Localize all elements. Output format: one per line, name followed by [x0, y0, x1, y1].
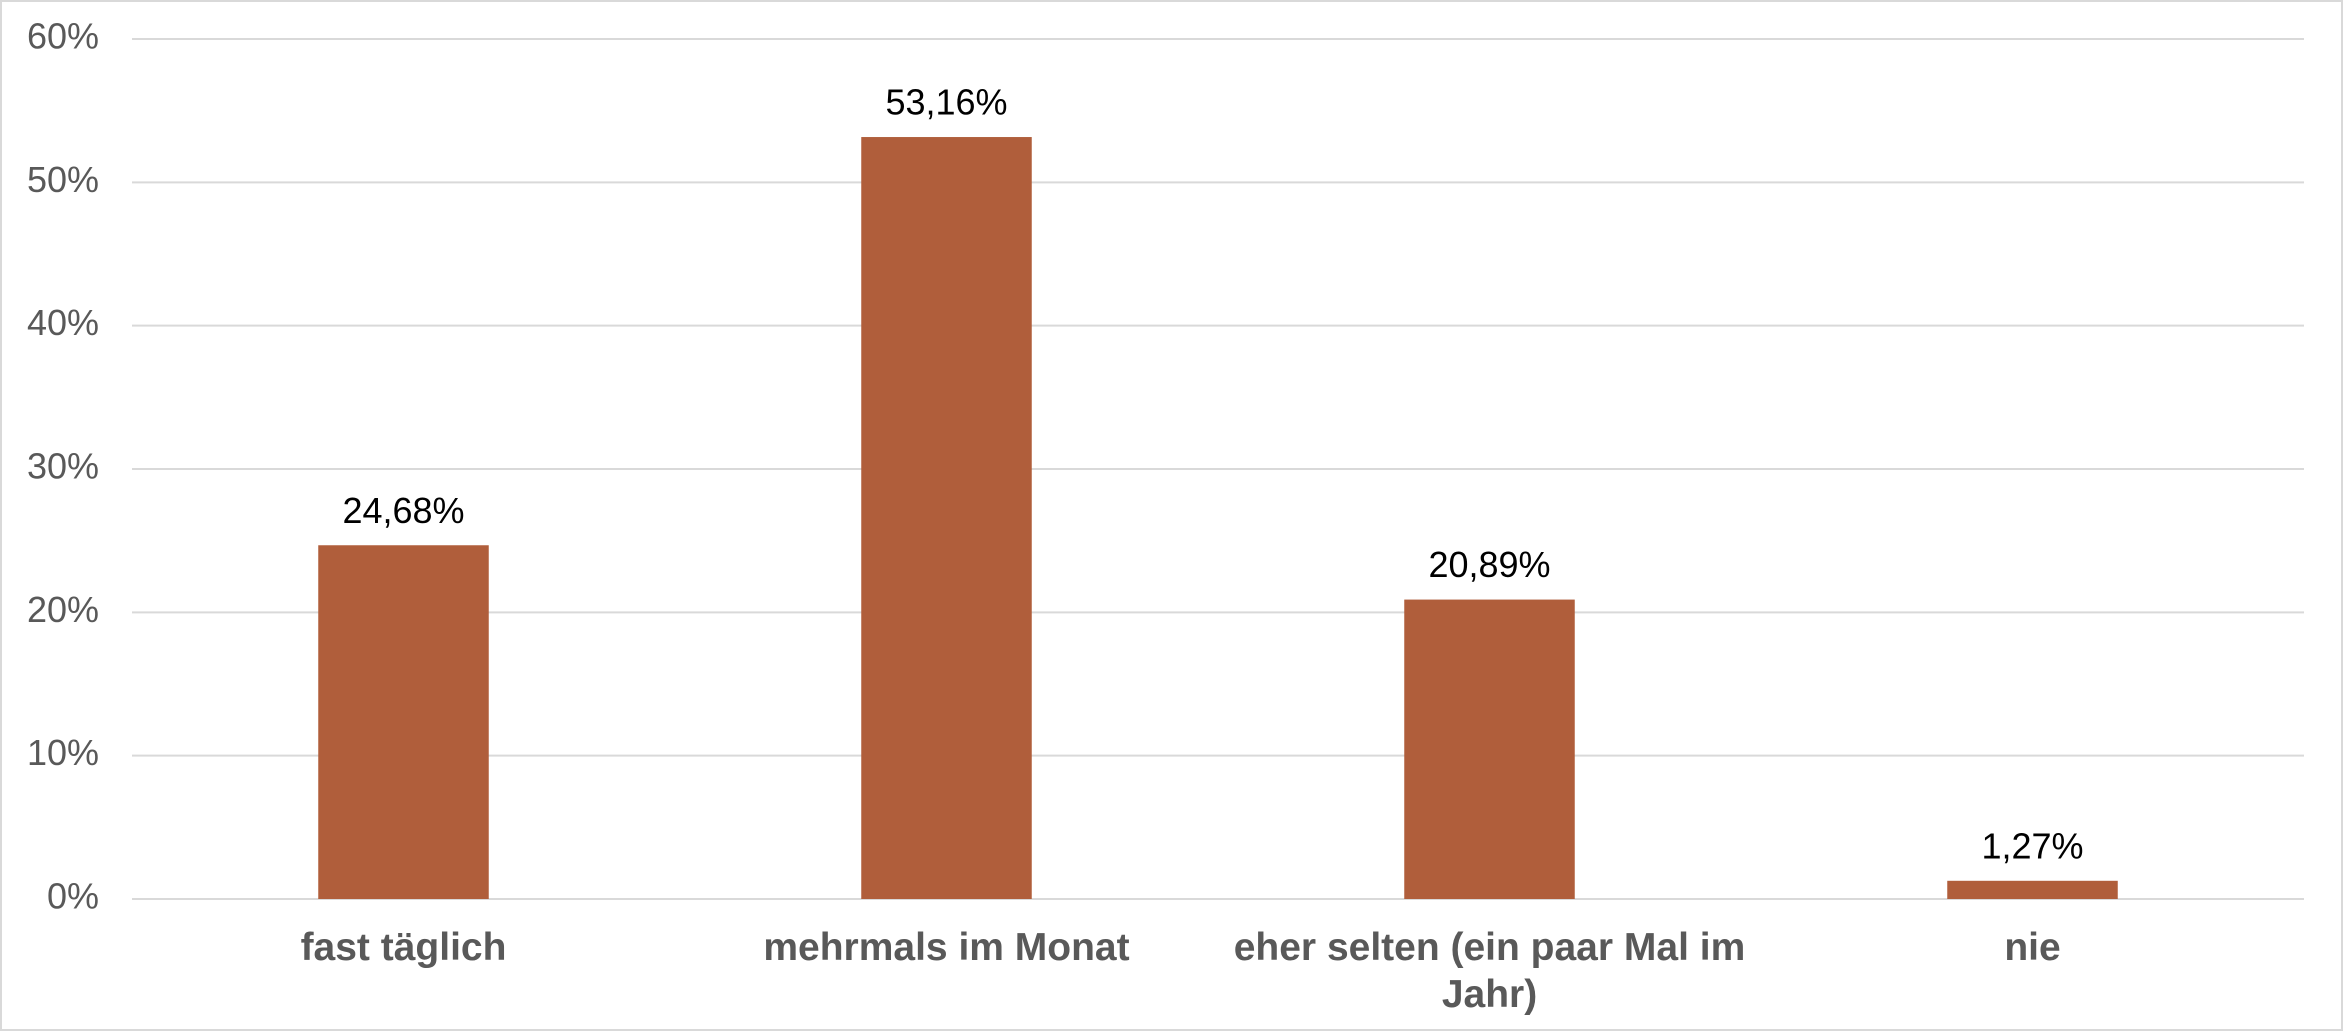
- data-label: 24,68%: [342, 490, 464, 531]
- bar: [318, 545, 489, 899]
- y-tick-label: 10%: [27, 732, 99, 773]
- y-tick-label: 30%: [27, 446, 99, 487]
- y-tick-label: 0%: [47, 876, 99, 917]
- y-tick-label: 60%: [27, 16, 99, 57]
- data-label: 20,89%: [1428, 544, 1550, 585]
- bar: [861, 137, 1032, 900]
- x-tick-label: mehrmals im Monat: [763, 926, 1130, 969]
- x-tick-label: nie: [2004, 926, 2061, 969]
- x-tick-label: eher selten (ein paar Mal im Jahr): [1233, 926, 1746, 1016]
- y-tick-label: 20%: [27, 589, 99, 630]
- data-label: 1,27%: [1981, 825, 2083, 866]
- bar: [1404, 599, 1575, 899]
- data-label: 53,16%: [885, 82, 1007, 123]
- x-tick-label: fast täglich: [300, 926, 507, 969]
- y-tick-label: 40%: [27, 302, 99, 343]
- bar: [1947, 880, 2118, 899]
- y-tick-label: 50%: [27, 159, 99, 200]
